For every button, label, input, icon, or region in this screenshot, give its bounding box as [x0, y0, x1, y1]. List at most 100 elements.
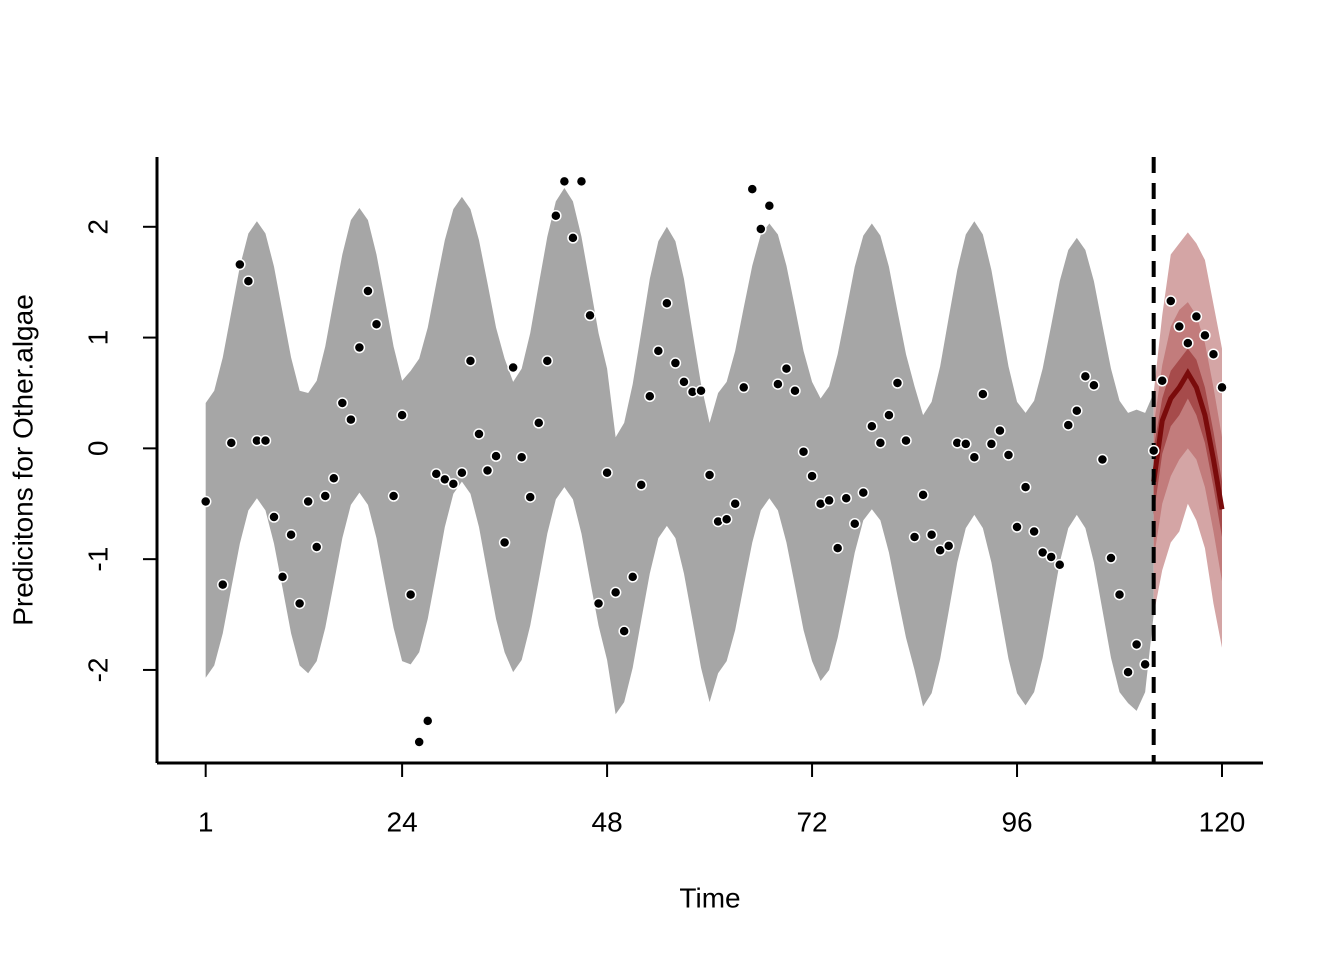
observation	[1182, 337, 1194, 349]
observation	[626, 571, 639, 583]
observation	[737, 381, 750, 394]
observation	[1053, 558, 1066, 571]
observation	[678, 376, 690, 388]
observation	[319, 490, 331, 502]
observation	[456, 466, 468, 479]
observation	[567, 232, 579, 244]
observation	[900, 434, 912, 447]
x-tick-label: 120	[1199, 806, 1246, 837]
observation	[763, 199, 776, 212]
x-tick-label: 24	[387, 806, 418, 837]
observation	[1062, 419, 1075, 431]
observation	[874, 437, 887, 449]
x-tick-label: 48	[592, 806, 623, 837]
observation	[1156, 375, 1168, 387]
observation	[199, 495, 212, 508]
observation	[635, 479, 647, 491]
observation	[268, 511, 280, 523]
y-tick-label: 1	[82, 330, 113, 346]
observation	[490, 450, 502, 462]
observation	[609, 586, 622, 599]
observation	[703, 469, 716, 481]
observation	[387, 490, 400, 502]
observation	[866, 420, 878, 432]
observation	[592, 597, 605, 610]
x-tick-label: 1	[198, 806, 214, 837]
observation	[362, 285, 374, 297]
observation	[1199, 329, 1211, 342]
observation	[1105, 552, 1117, 564]
observation	[925, 529, 938, 541]
observation	[302, 495, 314, 508]
observation	[515, 451, 528, 463]
observation	[328, 472, 340, 485]
observation	[746, 183, 759, 195]
observation	[780, 362, 793, 375]
observation	[797, 445, 810, 458]
y-tick-label: -2	[82, 657, 113, 682]
observation	[1113, 588, 1126, 601]
observation	[575, 175, 588, 188]
observation	[1190, 310, 1203, 323]
y-tick-label: 0	[82, 441, 113, 457]
observation	[541, 355, 554, 367]
observation	[1147, 444, 1160, 457]
observation	[225, 437, 238, 449]
observation	[772, 378, 784, 390]
observation	[1207, 348, 1220, 360]
observation	[831, 542, 844, 554]
observation	[285, 529, 297, 541]
observation	[1079, 370, 1092, 383]
observation	[806, 470, 818, 482]
observation	[1011, 521, 1023, 533]
observation	[293, 597, 306, 610]
observation	[917, 489, 929, 501]
observation	[345, 413, 357, 426]
observation	[276, 571, 289, 583]
observation	[601, 466, 613, 479]
observation	[1088, 379, 1100, 391]
observation	[550, 209, 562, 222]
observation	[558, 175, 571, 188]
observation	[968, 451, 981, 463]
observation	[789, 385, 801, 397]
observation	[217, 578, 229, 591]
observation	[584, 309, 596, 322]
observation	[720, 513, 733, 526]
observation	[942, 540, 955, 552]
observation	[849, 517, 861, 530]
y-tick-label: -1	[82, 547, 113, 572]
fit-band	[205, 188, 1154, 715]
observation	[396, 409, 408, 421]
observation	[370, 318, 383, 331]
observation	[977, 388, 989, 400]
observation	[481, 464, 494, 477]
observation	[1139, 658, 1151, 671]
observation	[661, 297, 673, 309]
observation	[498, 536, 511, 549]
observation	[353, 341, 366, 354]
observation	[729, 498, 741, 510]
y-tick-label: 2	[82, 219, 113, 235]
observation	[883, 409, 895, 421]
observation	[421, 715, 434, 727]
observation	[1122, 666, 1134, 678]
observation	[533, 417, 545, 429]
observation	[908, 531, 921, 543]
observation	[985, 438, 998, 450]
observation	[1165, 295, 1177, 307]
observation	[234, 258, 246, 271]
observation	[473, 428, 485, 440]
observation	[840, 492, 852, 504]
observation	[1130, 638, 1143, 651]
observation	[1045, 551, 1057, 563]
observation	[755, 223, 767, 235]
observation	[1028, 525, 1040, 538]
observation	[430, 468, 443, 480]
observation	[823, 494, 835, 507]
observation	[242, 275, 255, 287]
observation	[507, 361, 519, 374]
observation	[960, 438, 972, 450]
observation	[994, 424, 1006, 437]
